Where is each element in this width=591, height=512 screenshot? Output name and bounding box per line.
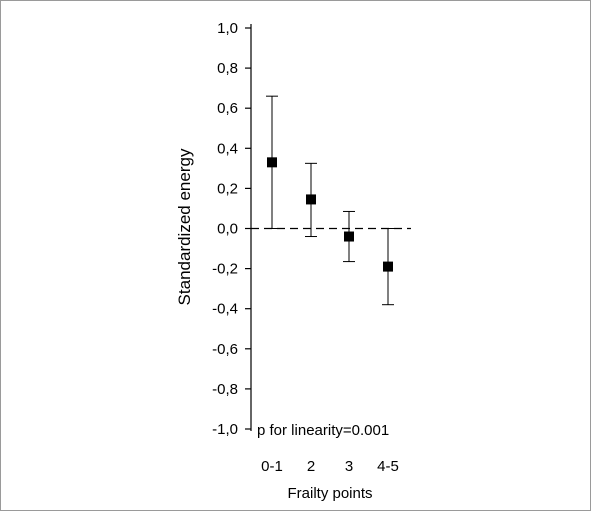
- x-tick-label: 3: [345, 458, 353, 475]
- x-tick-label: 4-5: [377, 458, 399, 475]
- y-tick-label: 0,0: [217, 221, 238, 238]
- y-tick-label: -0,2: [212, 261, 238, 278]
- x-axis-tick-labels: 0-1 2 3 4-5: [261, 458, 399, 475]
- x-tick-label: 0-1: [261, 458, 283, 475]
- y-tick-label: -0,4: [212, 301, 238, 318]
- y-axis-label: Standardized energy: [175, 148, 194, 305]
- y-axis-ticks: 1,0 0,8 0,6 0,4 0,2 0,0 -0,2 -0,4 -0,6 -0,8 -1,0: [212, 20, 251, 438]
- y-tick-label: -1,0: [212, 421, 238, 438]
- data-point: [383, 261, 393, 272]
- error-bars: [266, 95, 394, 306]
- data-point: [267, 157, 277, 168]
- x-axis-label: Frailty points: [287, 485, 372, 502]
- data-points: [267, 157, 393, 272]
- y-tick-label: 0,8: [217, 60, 238, 77]
- p-linearity-annotation: p for linearity=0.001: [257, 422, 389, 439]
- y-tick-label: 1,0: [217, 20, 238, 37]
- y-tick-label: -0,6: [212, 341, 238, 358]
- y-tick-label: 0,2: [217, 180, 238, 197]
- data-point: [306, 194, 316, 205]
- y-tick-label: -0,8: [212, 381, 238, 398]
- y-tick-label: 0,4: [217, 140, 238, 157]
- data-point: [344, 231, 354, 242]
- y-tick-label: 0,6: [217, 100, 238, 117]
- x-tick-label: 2: [307, 458, 315, 475]
